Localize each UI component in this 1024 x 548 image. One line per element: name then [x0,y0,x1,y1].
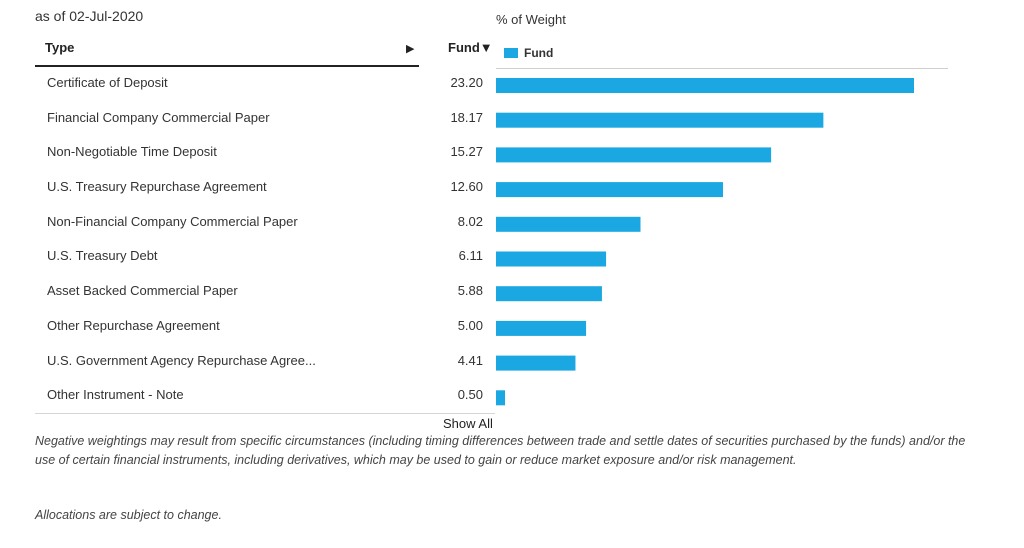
bar-7 [496,286,602,302]
table-row: U.S. Treasury Repurchase Agreement 12.60 [35,170,495,205]
bar-2 [496,112,824,128]
row-fund-value: 12.60 [450,179,483,195]
row-fund-value: 4.41 [457,352,483,368]
row-fund-value: 6.11 [458,248,483,264]
bar-5 [496,216,641,232]
table-row: U.S. Government Agency Repurchase Agree.… [35,344,495,379]
chart-title: % of Weight [496,12,566,27]
table-row: Non-Financial Company Commercial Paper 8.… [35,205,495,240]
bar-6 [496,251,607,267]
row-type-label: Financial Company Commercial Paper [47,109,270,125]
table-row: Non-Negotiable Time Deposit 15.27 [35,135,495,170]
column-header-fund-sort[interactable]: Fund▼ [448,40,493,55]
row-fund-value: 15.27 [450,144,483,160]
show-all-button[interactable]: Show All [443,416,493,431]
column-header-type: Type [45,40,75,55]
row-fund-value: 0.50 [457,387,483,403]
disclaimer-text: Negative weightings may result from spec… [35,434,966,467]
legend: Fund [504,46,553,60]
table-bottom-divider [35,413,495,414]
table-row: Asset Backed Commercial Paper 5.88 [35,274,495,309]
allocation-table: Certificate of Deposit 23.20 Financial Com… [35,66,495,413]
bar-3 [496,147,772,163]
table-row: Certificate of Deposit 23.20 [35,66,495,101]
bar-4 [496,182,724,198]
row-fund-value: 8.02 [457,213,483,229]
row-fund-value: 5.00 [457,317,483,333]
table-row: U.S. Treasury Debt 6.11 [35,239,495,274]
row-type-label: Non-Negotiable Time Deposit [47,144,217,160]
row-type-label: Asset Backed Commercial Paper [47,283,238,299]
bar-9 [496,355,576,371]
allocation-note: Allocations are subject to change. [35,508,222,522]
legend-swatch-fund [504,48,518,58]
table-row: Other Instrument - Note 0.50 [35,378,495,413]
bar-8 [496,320,587,336]
header-divider [35,65,419,67]
table-row: Other Repurchase Agreement 5.00 [35,309,495,344]
bar-10 [496,390,506,406]
legend-label-fund: Fund [524,46,554,60]
table-row: Financial Company Commercial Paper 18.17 [35,101,495,136]
row-fund-value: 18.17 [450,109,483,125]
row-type-label: U.S. Treasury Repurchase Agreement [47,179,267,195]
expand-arrow-icon[interactable]: ▶ [406,43,415,55]
row-type-label: Certificate of Deposit [47,75,168,90]
row-type-label: Other Repurchase Agreement [47,317,220,333]
row-fund-value: 5.88 [457,283,483,299]
row-type-label: U.S. Treasury Debt [47,248,158,264]
row-type-label: U.S. Government Agency Repurchase Agree.… [47,352,316,368]
bar-1 [496,78,914,93]
chart-axis-line [496,68,948,69]
row-fund-value: 23.20 [450,75,483,90]
row-type-label: Non-Financial Company Commercial Paper [47,213,298,229]
as-of-date: as of 02-Jul-2020 [35,8,144,24]
row-type-label: Other Instrument - Note [47,387,184,403]
